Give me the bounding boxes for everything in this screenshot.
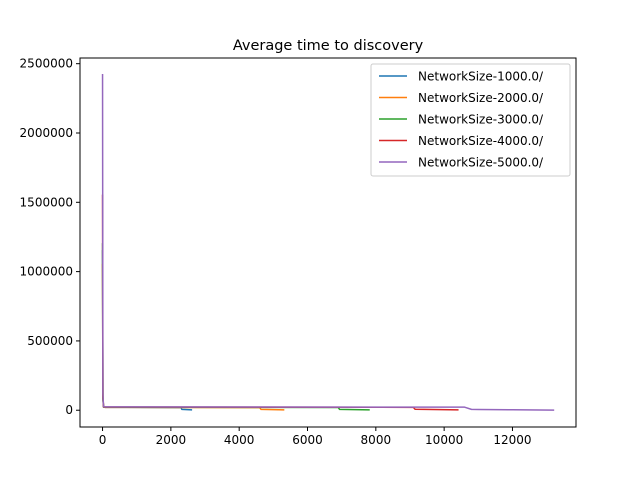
- plot-frame: [79, 57, 577, 428]
- legend: NetworkSize-1000.0/NetworkSize-2000.0/Ne…: [370, 63, 571, 177]
- legend-label-5: NetworkSize-5000.0/: [418, 156, 544, 170]
- chart-title: Average time to discovery: [233, 38, 424, 54]
- y-tick-label: 2500000: [20, 57, 73, 71]
- y-tick-label: 1500000: [20, 195, 73, 209]
- y-tick-label: 2000000: [20, 126, 73, 140]
- series-layer: [101, 74, 555, 411]
- x-tick-label: 8000: [361, 433, 392, 447]
- x-tick-label: 2000: [156, 433, 187, 447]
- y-tick-label: 0: [65, 403, 73, 417]
- y-tick-label: 500000: [27, 334, 73, 348]
- y-tick-label: 1000000: [20, 265, 73, 279]
- x-tick-label: 12000: [493, 433, 531, 447]
- x-tick-label: 0: [99, 433, 107, 447]
- x-tick-label: 6000: [292, 433, 323, 447]
- x-tick-label: 4000: [224, 433, 255, 447]
- legend-box: [370, 63, 571, 177]
- x-tick-label: 10000: [425, 433, 463, 447]
- legend-label-2: NetworkSize-2000.0/: [418, 91, 544, 105]
- axes: 0 2000 4000 6000 8000 10000 12000 0 500000 100000…: [20, 57, 577, 447]
- legend-label-3: NetworkSize-3000.0/: [418, 113, 544, 127]
- legend-label-1: NetworkSize-1000.0/: [418, 70, 544, 84]
- legend-label-4: NetworkSize-4000.0/: [418, 134, 544, 148]
- series-line-5: [101, 74, 555, 411]
